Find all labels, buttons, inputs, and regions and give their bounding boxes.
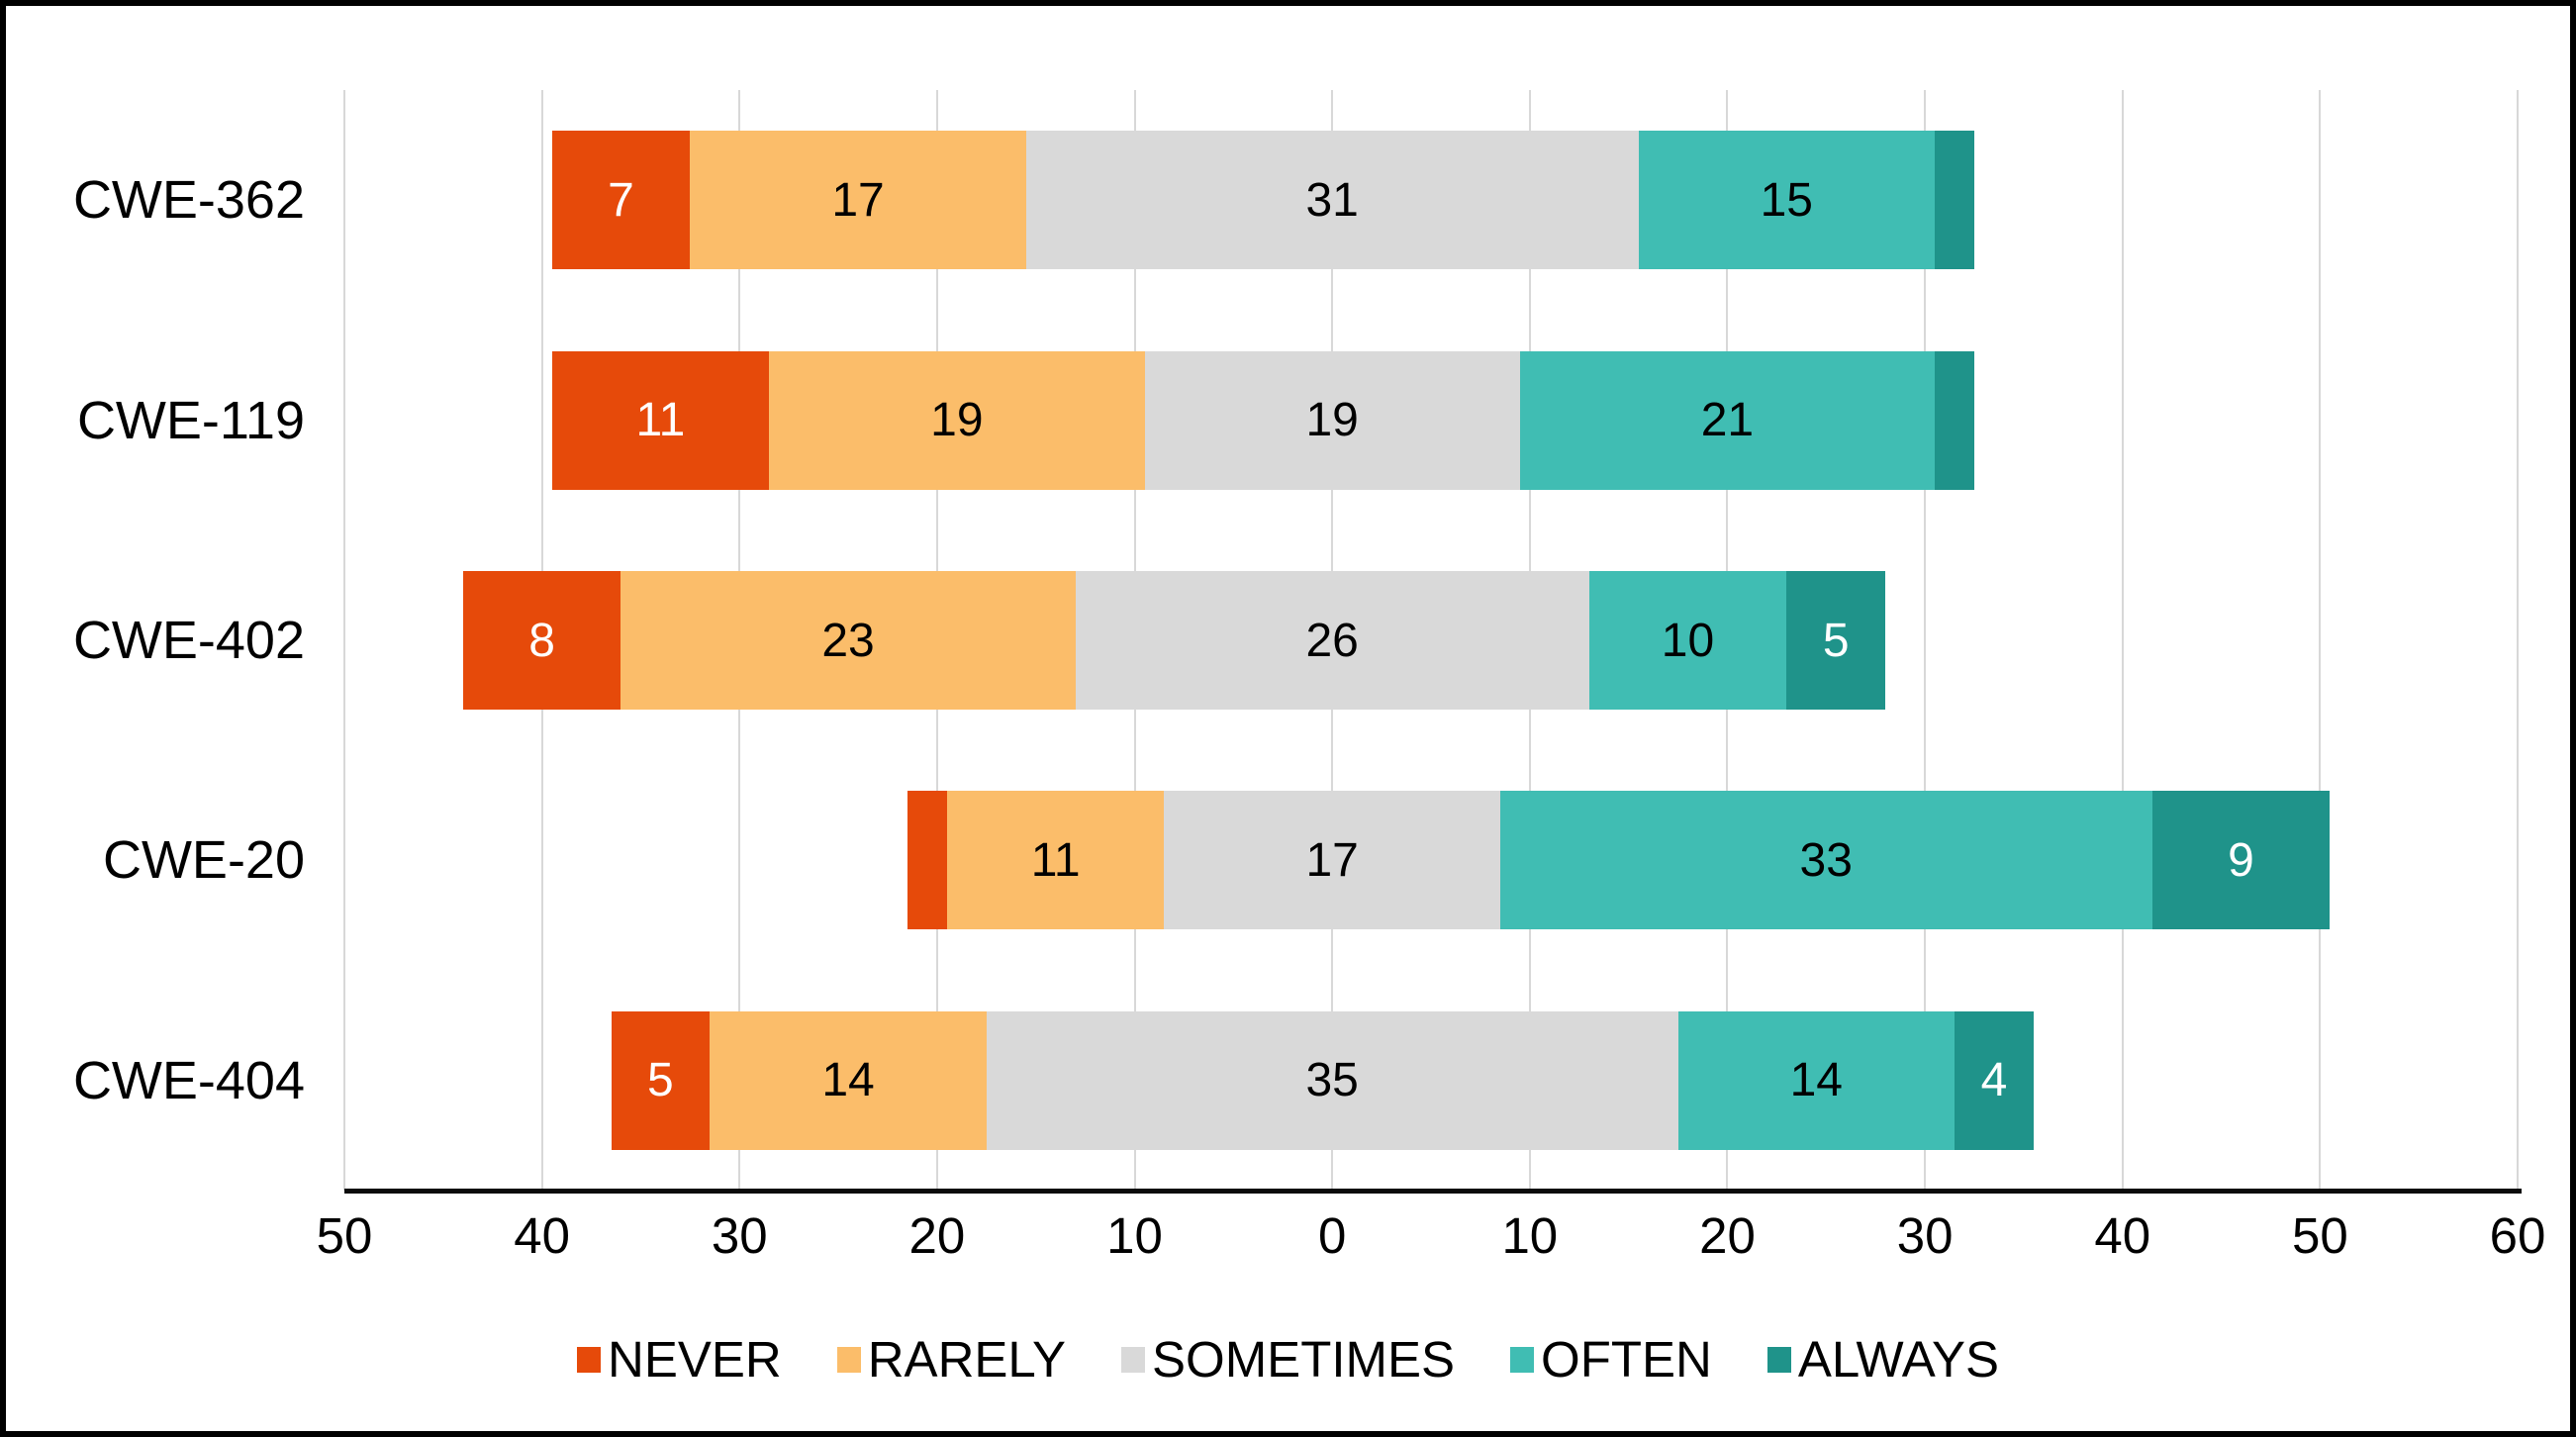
gridline <box>2517 90 2519 1191</box>
bar-segment-rarely: 23 <box>620 571 1076 710</box>
legend-label: NEVER <box>608 1331 782 1388</box>
legend-item-rarely: RARELY <box>836 1330 1067 1389</box>
bar-segment-sometimes: 31 <box>1025 131 1639 270</box>
legend-swatch-icon <box>1510 1346 1535 1373</box>
bar-segment-often: 14 <box>1677 1010 1955 1150</box>
y-axis-label: CWE-402 <box>72 610 305 670</box>
bar-segment-never: 11 <box>551 350 770 490</box>
x-axis-tick-label: 30 <box>711 1207 768 1264</box>
x-axis-tick-label: 0 <box>1317 1207 1347 1264</box>
x-axis-tick-label: 40 <box>514 1207 570 1264</box>
legend-item-never: NEVER <box>577 1330 782 1389</box>
x-axis-tick-label: 50 <box>2291 1207 2348 1264</box>
bar-segment-never: 8 <box>462 571 621 710</box>
x-axis-line <box>344 1189 2522 1194</box>
gridline <box>1924 90 1927 1191</box>
y-axis-label: CWE-119 <box>76 390 305 450</box>
bar-segment-often: 15 <box>1638 131 1936 270</box>
legend-label: SOMETIMES <box>1152 1331 1456 1388</box>
y-axis-label: CWE-404 <box>72 1050 305 1110</box>
legend-item-sometimes: SOMETIMES <box>1121 1330 1455 1389</box>
y-axis-label: CWE-20 <box>102 830 305 891</box>
bar-row: 11 17 33 9 <box>906 791 2331 930</box>
legend-swatch-icon <box>836 1346 861 1373</box>
x-axis-tick-label: 60 <box>2489 1207 2546 1264</box>
x-axis-tick-label: 50 <box>316 1207 373 1264</box>
bar-row: 5 14 35 14 4 <box>611 1010 2034 1150</box>
legend-label: RARELY <box>867 1331 1067 1388</box>
bar-segment-rarely: 19 <box>769 350 1145 490</box>
x-axis-tick-label: 20 <box>1699 1207 1756 1264</box>
bar-segment-always <box>1935 350 1974 490</box>
legend-item-often: OFTEN <box>1510 1330 1712 1389</box>
legend-swatch-icon <box>1121 1346 1146 1373</box>
bar-segment-rarely: 17 <box>690 131 1026 270</box>
bar-segment-sometimes: 17 <box>1164 791 1500 930</box>
bar-segment-sometimes: 19 <box>1144 350 1520 490</box>
legend-swatch-icon <box>577 1346 601 1373</box>
bar-segment-never: 7 <box>551 131 691 270</box>
bar-segment-never: 5 <box>611 1010 711 1150</box>
chart-legend: NEVER RARELY SOMETIMES OFTEN ALWAYS <box>6 1330 2570 1389</box>
legend-label: OFTEN <box>1541 1331 1712 1388</box>
gridline <box>343 90 345 1191</box>
x-axis-tick-label: 40 <box>2094 1207 2151 1264</box>
bar-segment-often: 10 <box>1588 571 1787 710</box>
gridline <box>2319 90 2322 1191</box>
x-axis-tick-label: 30 <box>1896 1207 1954 1264</box>
legend-item-always: ALWAYS <box>1766 1330 1999 1389</box>
legend-label: ALWAYS <box>1797 1331 1999 1388</box>
bar-segment-always <box>1935 131 1974 270</box>
bar-segment-always: 5 <box>1786 571 1886 710</box>
bar-segment-never <box>906 791 947 930</box>
bar-segment-often: 21 <box>1519 350 1936 490</box>
legend-swatch-icon <box>1766 1346 1791 1373</box>
bar-row: 11 19 19 21 <box>551 350 1974 490</box>
bar-segment-always: 4 <box>1955 1010 2034 1150</box>
bar-segment-rarely: 14 <box>710 1010 987 1150</box>
bar-segment-always: 9 <box>2151 791 2331 930</box>
gridline <box>2121 90 2124 1191</box>
bar-segment-sometimes: 35 <box>986 1010 1678 1150</box>
x-axis-tick-label: 10 <box>1106 1207 1163 1264</box>
x-axis-tick-label: 20 <box>908 1207 966 1264</box>
bar-segment-rarely: 11 <box>946 791 1165 930</box>
y-axis-label: CWE-362 <box>72 170 305 231</box>
bar-segment-sometimes: 26 <box>1075 571 1589 710</box>
bar-row: 7 17 31 15 <box>551 131 1974 270</box>
bar-row: 8 23 26 10 5 <box>462 571 1886 710</box>
x-axis-tick-label: 10 <box>1501 1207 1559 1264</box>
bar-segment-often: 33 <box>1499 791 2152 930</box>
